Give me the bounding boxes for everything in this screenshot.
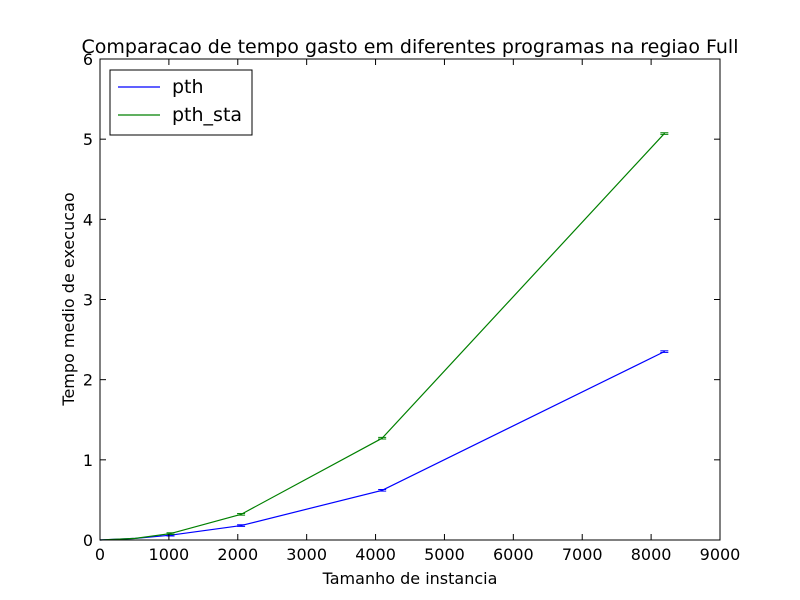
x-tick-label: 4000 xyxy=(355,545,396,564)
y-axis-label: Tempo medio de execucao xyxy=(59,192,78,406)
y-tick-label: 4 xyxy=(83,210,93,229)
y-tick-label: 0 xyxy=(83,531,93,550)
x-axis-label: Tamanho de instancia xyxy=(322,569,498,588)
y-tick-label: 3 xyxy=(83,291,93,310)
chart-title: Comparacao de tempo gasto em diferentes … xyxy=(82,36,739,58)
plot-area xyxy=(99,132,669,541)
x-tick-label: 3000 xyxy=(286,545,327,564)
y-tick-label: 2 xyxy=(83,371,93,390)
x-tick-label: 1000 xyxy=(149,545,190,564)
series-line-pth_sta xyxy=(99,133,665,541)
legend-frame xyxy=(109,69,253,136)
y-tick-label: 5 xyxy=(83,130,93,149)
x-tick-label: 5000 xyxy=(424,545,465,564)
x-tick-label: 6000 xyxy=(493,545,534,564)
y-tick-label: 1 xyxy=(83,451,93,470)
x-tick-label: 0 xyxy=(95,545,105,564)
x-tick-label: 7000 xyxy=(562,545,603,564)
plot-frame xyxy=(99,58,721,541)
legend-label-pth_sta: pth_sta xyxy=(172,104,242,126)
legend-label-pth: pth xyxy=(172,76,204,98)
legend: pth pth_sta xyxy=(109,69,253,136)
x-tick-label: 8000 xyxy=(631,545,672,564)
y-tick-label: 6 xyxy=(83,50,93,69)
x-tick-label: 9000 xyxy=(700,545,741,564)
axis-ticks: 0 1000 2000 3000 4000 5000 6000 7000 8000 9000 0 1 2… xyxy=(83,50,741,564)
x-tick-label: 2000 xyxy=(217,545,258,564)
